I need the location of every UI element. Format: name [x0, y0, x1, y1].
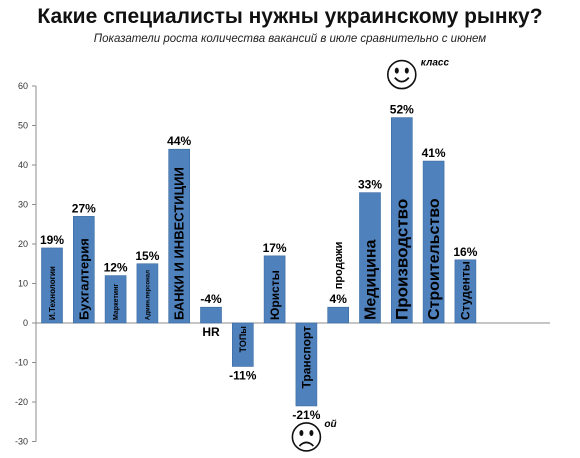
category-label: Бухгалтерия	[76, 238, 91, 320]
value-label: 44%	[167, 134, 191, 148]
category-label: Производство	[393, 199, 412, 320]
bar	[359, 192, 381, 324]
bar	[422, 160, 445, 324]
value-label: 15%	[135, 249, 159, 263]
bar	[41, 247, 63, 324]
smiley-sad-icon	[291, 422, 322, 452]
bar	[232, 322, 254, 367]
value-label: -4%	[200, 292, 222, 306]
bar	[104, 275, 127, 324]
value-label: 16%	[453, 245, 477, 259]
category-label: ТОПы	[238, 326, 248, 353]
value-label: 52%	[390, 103, 414, 117]
y-tick-label: -30	[15, 437, 28, 447]
smiley-happy-icon	[386, 59, 417, 90]
y-tick-label: 10	[18, 279, 28, 289]
bar	[136, 263, 159, 324]
chart-subtitle: Показатели роста количества вакансий в и…	[93, 33, 487, 45]
y-tick-label: 30	[18, 200, 28, 210]
bar	[390, 117, 413, 324]
annotation-label: класс	[421, 58, 450, 69]
y-tick-label: 40	[18, 160, 28, 170]
category-label: Юристы	[268, 270, 282, 320]
category-label: HR	[202, 325, 220, 339]
category-label: Транспорт	[300, 326, 314, 389]
value-label: -21%	[292, 408, 320, 422]
annotation-label: ой	[324, 419, 336, 430]
bar	[168, 148, 190, 324]
category-label: БАНКИ И ИНВЕСТИЦИИ	[172, 167, 187, 320]
category-label: Маркетинг	[113, 284, 120, 320]
y-tick-label: 0	[23, 318, 28, 328]
value-label: -11%	[229, 368, 257, 382]
category-label: Админ.персонал	[146, 270, 152, 320]
category-label: Строительство	[426, 198, 443, 320]
bar	[454, 259, 477, 324]
y-tick-label: -20	[15, 397, 28, 407]
category-label: продажи	[333, 242, 345, 290]
y-tick-label: 20	[18, 239, 28, 249]
bar	[295, 322, 318, 407]
y-tick-label: 50	[18, 121, 28, 131]
bar	[263, 255, 286, 324]
value-label: 12%	[104, 261, 128, 275]
value-label: 41%	[422, 146, 446, 160]
chart-title: Какие специалисты нужны украинскому рынк…	[37, 5, 543, 28]
value-label: 19%	[40, 233, 64, 247]
value-label: 27%	[72, 201, 96, 215]
value-label: 17%	[263, 241, 287, 255]
category-label: И.Технологии	[48, 266, 57, 320]
category-label: Медицина	[363, 239, 380, 320]
y-tick-label: -10	[15, 358, 28, 368]
y-tick-label: 60	[18, 81, 28, 91]
bar	[73, 216, 95, 324]
value-label: 4%	[330, 292, 348, 306]
bar	[200, 306, 222, 324]
category-label: Студенты	[459, 261, 473, 320]
bar	[327, 306, 350, 324]
value-label: 33%	[358, 178, 382, 192]
